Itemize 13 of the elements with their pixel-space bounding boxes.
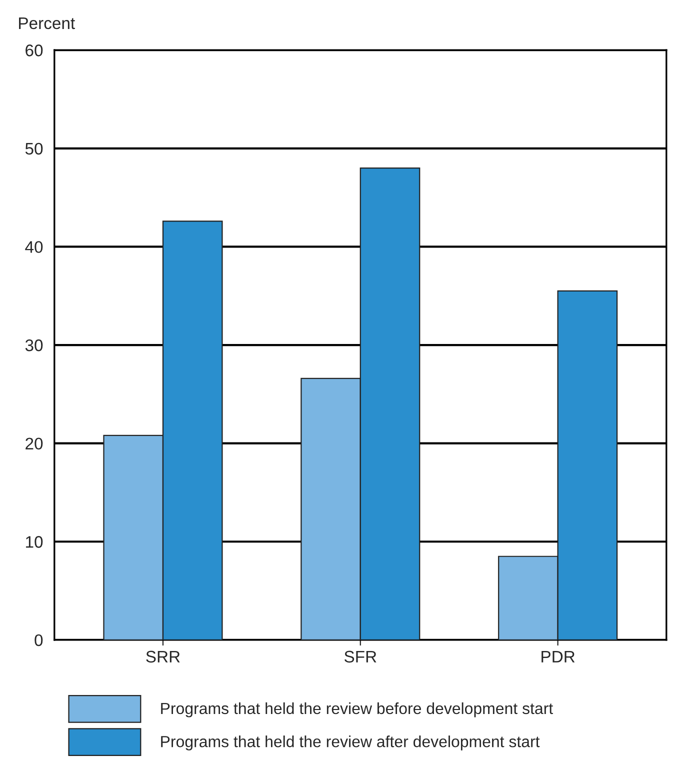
- legend-label: Programs that held the review after development start: [161, 736, 540, 750]
- legend-label: Programs that held the review before development start: [161, 702, 553, 718]
- y-tick-label: 20: [26, 438, 43, 450]
- y-axis-title: Percent: [19, 17, 75, 30]
- y-tick-label: 30: [25, 339, 43, 352]
- y-tick-label: 10: [26, 536, 43, 548]
- x-tick-label: PDR: [542, 650, 575, 662]
- y-tick-label: 60: [26, 44, 43, 56]
- y-tick-label: 50: [25, 142, 43, 155]
- y-tick-label: 40: [25, 241, 43, 253]
- y-tick-label: 0: [34, 634, 43, 646]
- x-tick-label: SFR: [344, 650, 376, 663]
- x-tick-label: SRR: [146, 650, 180, 663]
